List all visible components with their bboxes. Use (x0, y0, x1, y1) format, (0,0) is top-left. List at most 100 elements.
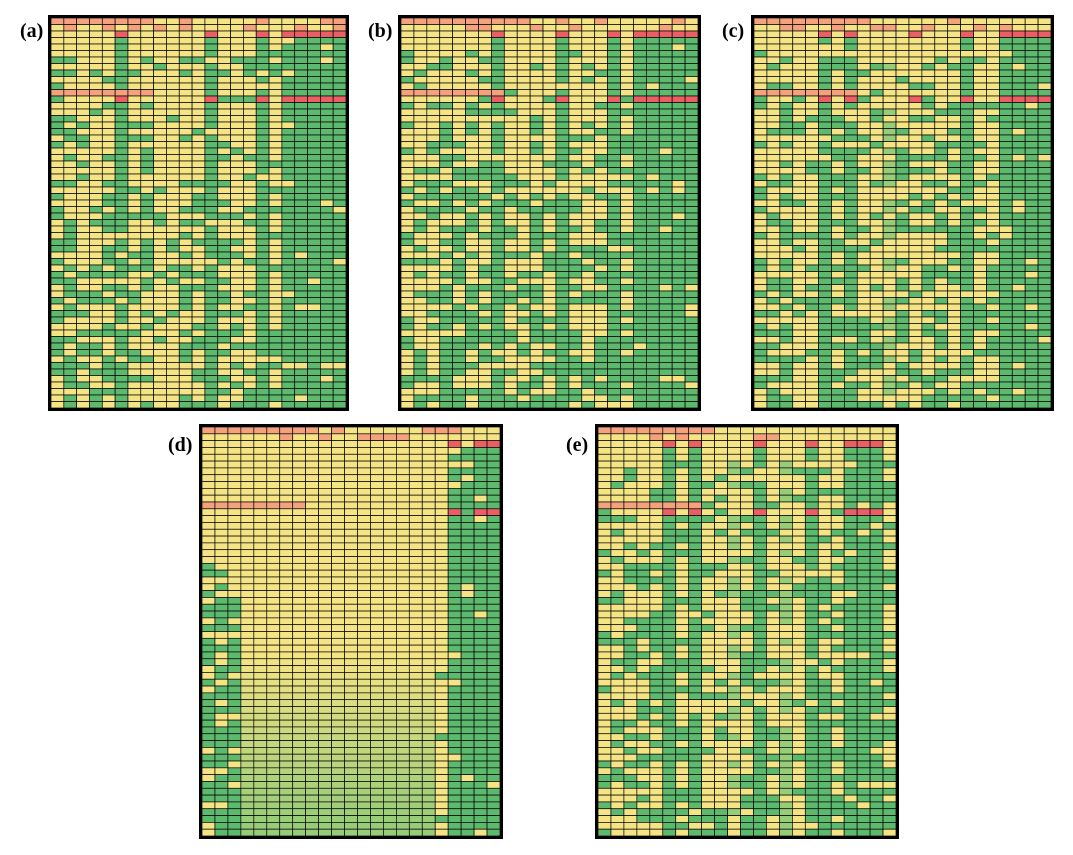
heatmap-cell (140, 160, 154, 168)
heatmap-cell (908, 95, 923, 103)
heatmap-cell (127, 225, 142, 233)
heatmap-cell (581, 167, 596, 175)
heatmap-cell (973, 160, 987, 168)
heatmap-cell (934, 368, 949, 376)
heatmap-cell (908, 381, 923, 389)
heatmap-cell (396, 583, 410, 591)
heatmap-cell (869, 180, 884, 188)
heatmap-cell (266, 508, 281, 516)
heatmap-cell (986, 271, 1000, 279)
heatmap-cell (973, 167, 987, 175)
heatmap-cell (779, 186, 794, 194)
heatmap-cell (153, 199, 167, 207)
heatmap-cell (51, 342, 65, 350)
heatmap-cell (792, 329, 807, 337)
heatmap-cell (646, 394, 660, 402)
heatmap-cell (396, 590, 410, 598)
heatmap-cell (792, 167, 807, 175)
heatmap-cell (516, 102, 531, 110)
heatmap-cell (89, 342, 103, 350)
heatmap-cell (178, 134, 193, 142)
heatmap-cell (516, 160, 531, 168)
heatmap-cell (127, 381, 142, 389)
heatmap-cell (318, 556, 332, 564)
heatmap-cell (779, 43, 794, 51)
heatmap-cell (960, 89, 974, 97)
heatmap-cell (452, 336, 466, 344)
heatmap-cell (594, 264, 608, 272)
heatmap-cell (281, 323, 296, 331)
heatmap-cell (960, 212, 974, 220)
heatmap-cell (1037, 50, 1051, 58)
heatmap-cell (620, 355, 634, 363)
heatmap-cell (999, 76, 1013, 84)
heatmap-cell (307, 297, 321, 305)
heatmap-cell (882, 147, 897, 155)
heatmap-cell (607, 251, 621, 259)
heatmap-cell (516, 329, 531, 337)
heatmap-cell (934, 206, 949, 214)
heatmap-cell (921, 173, 936, 181)
heatmap-cell (253, 597, 268, 605)
heatmap-cell (320, 193, 334, 201)
heatmap-cell (396, 672, 410, 680)
heatmap-cell (230, 167, 244, 175)
heatmap-cell (396, 515, 410, 523)
heatmap-cell (320, 102, 334, 110)
heatmap-cell (434, 481, 449, 489)
heatmap-cell (581, 56, 596, 64)
heatmap-cell (255, 108, 270, 116)
heatmap-cell (999, 30, 1013, 38)
heatmap-cell (401, 128, 415, 136)
heatmap-cell (344, 556, 358, 564)
heatmap-cell (491, 18, 505, 25)
heatmap-cell (202, 631, 216, 639)
heatmap-cell (947, 401, 961, 408)
heatmap-cell (792, 69, 807, 77)
heatmap-cell (396, 440, 410, 448)
heatmap-cell (568, 316, 583, 324)
heatmap-cell (166, 173, 180, 181)
heatmap-cell (491, 108, 505, 116)
heatmap-cell (63, 368, 78, 376)
heatmap-cell (307, 232, 321, 240)
heatmap-cell (344, 651, 358, 660)
heatmap-cell (1024, 199, 1039, 207)
heatmap-cell (255, 375, 270, 383)
heatmap-cell (869, 56, 884, 64)
heatmap-cell (127, 342, 142, 350)
heatmap-cell (684, 199, 698, 207)
heatmap-cell (1024, 336, 1039, 344)
heatmap-cell (465, 206, 479, 214)
heatmap-cell (818, 206, 832, 214)
heatmap-cell (240, 440, 255, 448)
heatmap-cell (684, 368, 698, 376)
heatmap-cell (294, 349, 308, 357)
heatmap-cell (555, 76, 570, 84)
heatmap-cell (383, 590, 397, 598)
heatmap-cell (307, 258, 321, 266)
heatmap-cell (114, 375, 129, 383)
heatmap-cell (396, 460, 410, 469)
heatmap-cell (318, 624, 332, 632)
heatmap-cell (240, 637, 255, 646)
heatmap-cell (452, 24, 466, 32)
heatmap-cell (684, 108, 698, 116)
heatmap-cell (671, 199, 686, 207)
heatmap-cell (320, 56, 334, 64)
heatmap-cell (818, 388, 832, 396)
heatmap-cell (217, 362, 231, 370)
heatmap-cell (486, 569, 500, 578)
heatmap-cell (318, 522, 332, 530)
heatmap-cell (331, 487, 345, 496)
heatmap-cell (581, 251, 596, 259)
heatmap-cell (465, 173, 479, 181)
heatmap-cell (1037, 108, 1051, 116)
heatmap-cell (243, 212, 257, 220)
heatmap-cell (227, 562, 242, 571)
heatmap-cell (684, 76, 698, 84)
heatmap-cell (408, 590, 423, 598)
heatmap-cell (439, 219, 454, 227)
heatmap-cell (318, 617, 332, 626)
heatmap-cell (818, 277, 832, 285)
